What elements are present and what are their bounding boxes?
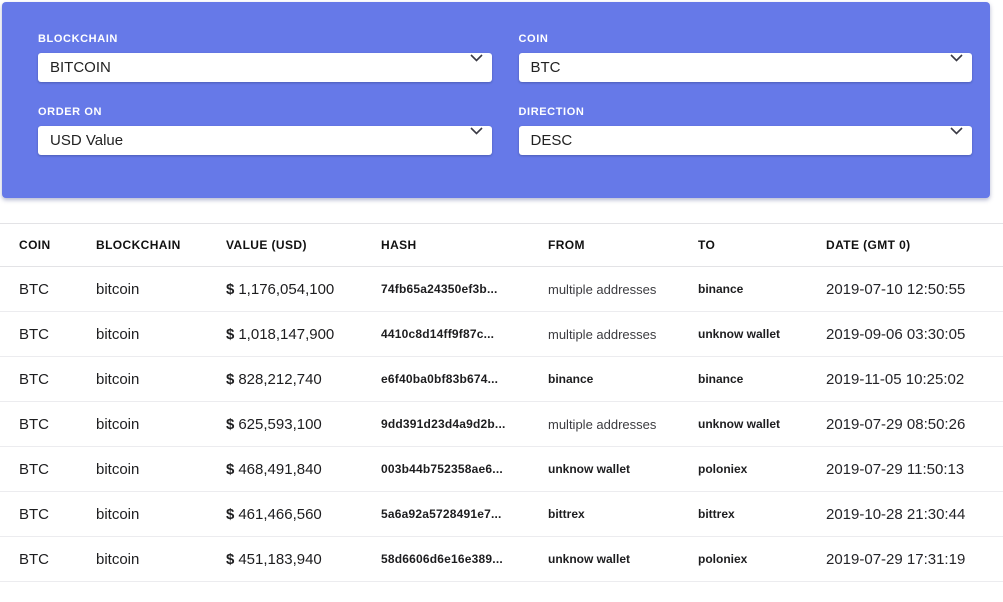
table-row: BTC bitcoin $828,212,740 e6f40ba0bf83b67…: [0, 357, 1003, 402]
cell-coin: BTC: [19, 415, 49, 433]
cell-blockchain: bitcoin: [96, 460, 140, 478]
cell-to: binance: [698, 372, 744, 386]
transactions-table-wrap: COIN BLOCKCHAIN VALUE (USD) HASH FROM TO…: [0, 223, 1003, 582]
cell-to: binance: [698, 282, 744, 296]
cell-date: 2019-07-29 08:50:26: [826, 415, 966, 433]
filter-panel: BLOCKCHAIN BITCOIN COIN BTC ORDER ON USD…: [2, 2, 990, 198]
cell-date: 2019-09-06 03:30:05: [826, 325, 966, 343]
cell-from: unknow wallet: [548, 552, 631, 566]
cell-to: poloniex: [698, 552, 748, 566]
coin-label: COIN: [518, 33, 549, 45]
cell-coin: BTC: [19, 325, 49, 343]
cell-coin: BTC: [19, 460, 49, 478]
cell-to: poloniex: [698, 462, 748, 476]
direction-select-wrap: DESC: [518, 126, 972, 155]
cell-hash: e6f40ba0bf83b674...: [381, 372, 499, 386]
cell-date: 2019-11-05 10:25:02: [826, 370, 965, 388]
direction-select[interactable]: DESC: [518, 126, 972, 155]
cell-coin: BTC: [19, 370, 49, 388]
cell-to: unknow wallet: [698, 327, 781, 341]
table-row: BTC bitcoin $625,593,100 9dd391d23d4a9d2…: [0, 402, 1003, 447]
cell-from: unknow wallet: [548, 462, 631, 476]
cell-value: $1,176,054,100: [207, 267, 362, 312]
cell-date: 2019-10-28 21:30:44: [826, 505, 966, 523]
coin-select[interactable]: BTC: [518, 53, 972, 82]
currency-symbol: $: [226, 280, 235, 298]
cell-value: $461,466,560: [207, 492, 362, 537]
cell-to: unknow wallet: [698, 417, 781, 431]
direction-label: DIRECTION: [518, 106, 585, 118]
cell-from: multiple addresses: [548, 326, 657, 342]
cell-date: 2019-07-29 11:50:13: [826, 460, 965, 478]
cell-hash: 58d6606d6e16e389...: [381, 552, 503, 566]
currency-symbol: $: [226, 325, 235, 343]
coin-select-wrap: BTC: [518, 53, 972, 82]
cell-value: $468,491,840: [207, 447, 362, 492]
value-amount: 468,491,840: [238, 460, 322, 478]
col-header-to: TO: [698, 238, 716, 252]
order-on-select[interactable]: USD Value: [38, 126, 492, 155]
col-header-coin: COIN: [19, 238, 51, 252]
cell-coin: BTC: [19, 505, 49, 523]
col-header-blockchain: BLOCKCHAIN: [96, 238, 181, 252]
cell-value: $451,183,940: [207, 537, 362, 582]
col-header-value: VALUE (USD): [226, 238, 307, 252]
value-amount: 828,212,740: [238, 370, 322, 388]
cell-hash: 003b44b752358ae6...: [381, 462, 503, 476]
value-amount: 625,593,100: [238, 415, 322, 433]
value-amount: 461,466,560: [238, 505, 322, 523]
cell-hash: 4410c8d14ff9f87c...: [381, 327, 495, 341]
cell-from: binance: [548, 372, 594, 386]
cell-hash: 74fb65a24350ef3b...: [381, 282, 498, 296]
table-row: BTC bitcoin $1,176,054,100 74fb65a24350e…: [0, 267, 1003, 312]
cell-date: 2019-07-10 12:50:55: [826, 280, 966, 298]
cell-hash: 5a6a92a5728491e7...: [381, 507, 502, 521]
table-row: BTC bitcoin $468,491,840 003b44b752358ae…: [0, 447, 1003, 492]
table-row: BTC bitcoin $451,183,940 58d6606d6e16e38…: [0, 537, 1003, 582]
cell-value: $1,018,147,900: [207, 312, 362, 357]
filter-field-blockchain: BLOCKCHAIN BITCOIN: [38, 33, 492, 82]
currency-symbol: $: [226, 415, 235, 433]
blockchain-label: BLOCKCHAIN: [38, 33, 118, 45]
col-header-date: DATE (GMT 0): [826, 238, 911, 252]
cell-blockchain: bitcoin: [96, 505, 140, 523]
blockchain-select-wrap: BITCOIN: [38, 53, 492, 82]
cell-blockchain: bitcoin: [96, 325, 140, 343]
table-header-row: COIN BLOCKCHAIN VALUE (USD) HASH FROM TO…: [0, 223, 1003, 267]
currency-symbol: $: [226, 550, 235, 568]
cell-value: $625,593,100: [207, 402, 362, 447]
currency-symbol: $: [226, 505, 235, 523]
blockchain-select[interactable]: BITCOIN: [38, 53, 492, 82]
currency-symbol: $: [226, 460, 235, 478]
filter-field-order-on: ORDER ON USD Value: [38, 106, 492, 155]
col-header-hash: HASH: [381, 238, 417, 252]
table-row: BTC bitcoin $1,018,147,900 4410c8d14ff9f…: [0, 312, 1003, 357]
cell-blockchain: bitcoin: [96, 415, 140, 433]
cell-date: 2019-07-29 17:31:19: [826, 550, 966, 568]
col-header-from: FROM: [548, 238, 585, 252]
cell-coin: BTC: [19, 550, 49, 568]
cell-coin: BTC: [19, 280, 49, 298]
cell-hash: 9dd391d23d4a9d2b...: [381, 417, 506, 431]
cell-from: multiple addresses: [548, 281, 657, 297]
table-row: BTC bitcoin $461,466,560 5a6a92a5728491e…: [0, 492, 1003, 537]
filter-field-direction: DIRECTION DESC: [518, 106, 972, 155]
filter-field-coin: COIN BTC: [518, 33, 972, 82]
cell-to: bittrex: [698, 507, 735, 521]
cell-value: $828,212,740: [207, 357, 362, 402]
cell-blockchain: bitcoin: [96, 280, 140, 298]
cell-from: multiple addresses: [548, 416, 657, 432]
cell-from: bittrex: [548, 507, 585, 521]
value-amount: 1,176,054,100: [238, 280, 335, 298]
order-on-select-wrap: USD Value: [38, 126, 492, 155]
value-amount: 451,183,940: [238, 550, 322, 568]
cell-blockchain: bitcoin: [96, 550, 140, 568]
order-on-label: ORDER ON: [38, 106, 103, 118]
filter-grid: BLOCKCHAIN BITCOIN COIN BTC ORDER ON USD…: [38, 33, 972, 155]
currency-symbol: $: [226, 370, 235, 388]
value-amount: 1,018,147,900: [238, 325, 335, 343]
cell-blockchain: bitcoin: [96, 370, 140, 388]
transactions-table: COIN BLOCKCHAIN VALUE (USD) HASH FROM TO…: [0, 223, 1003, 582]
